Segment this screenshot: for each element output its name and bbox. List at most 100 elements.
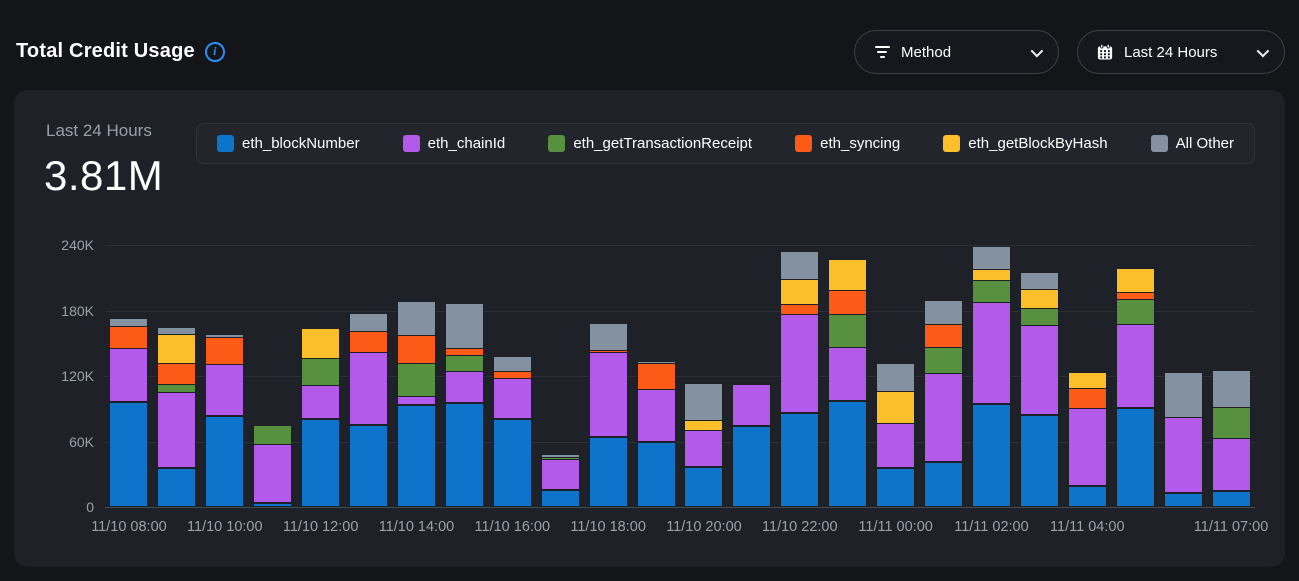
bar-11-10-08-00[interactable] (109, 319, 149, 507)
bar-segment-all-other[interactable] (684, 383, 724, 421)
bar-segment-eth_blocknumber[interactable] (636, 441, 676, 507)
time-range-dropdown[interactable]: Last 24 Hours (1077, 30, 1285, 74)
bar-segment-eth_syncing[interactable] (349, 332, 389, 354)
bar-segment-all-other[interactable] (205, 334, 245, 338)
legend-item-eth_chainid[interactable]: eth_chainId (402, 135, 505, 152)
bar-segment-eth_gettransactionreceipt[interactable] (971, 281, 1011, 303)
bar-11-11-01-00[interactable] (924, 300, 964, 507)
bar-11-11-05-00[interactable] (1115, 269, 1155, 507)
bar-segment-eth_gettransactionreceipt[interactable] (540, 457, 580, 461)
bar-11-10-17-00[interactable] (540, 454, 580, 507)
bar-segment-all-other[interactable] (157, 328, 197, 335)
bar-11-10-12-00[interactable] (301, 329, 341, 507)
bar-segment-eth_syncing[interactable] (828, 290, 868, 315)
bar-11-11-03-00[interactable] (1019, 273, 1059, 507)
bar-segment-eth_blocknumber[interactable] (780, 413, 820, 507)
bar-segment-eth_chainid[interactable] (1019, 325, 1059, 416)
bar-segment-eth_syncing[interactable] (157, 364, 197, 385)
bar-11-11-04-00[interactable] (1067, 372, 1107, 507)
bar-segment-eth_blocknumber[interactable] (1019, 415, 1059, 507)
bar-segment-eth_syncing[interactable] (396, 335, 436, 365)
bar-segment-eth_gettransactionreceipt[interactable] (924, 347, 964, 374)
bar-segment-eth_chainid[interactable] (828, 347, 868, 402)
bar-segment-eth_getblockbyhash[interactable] (780, 279, 820, 306)
bar-segment-eth_chainid[interactable] (301, 385, 341, 419)
bar-segment-all-other[interactable] (636, 361, 676, 365)
bar-segment-eth_syncing[interactable] (588, 350, 628, 354)
bar-segment-eth_chainid[interactable] (971, 302, 1011, 405)
bar-segment-eth_blocknumber[interactable] (540, 489, 580, 507)
bar-segment-all-other[interactable] (492, 357, 532, 372)
bar-segment-eth_blocknumber[interactable] (157, 467, 197, 507)
bar-segment-eth_blocknumber[interactable] (253, 502, 293, 507)
bar-11-10-18-00[interactable] (588, 323, 628, 507)
bar-segment-eth_blocknumber[interactable] (684, 466, 724, 507)
bar-11-10-14-00[interactable] (396, 301, 436, 507)
bar-segment-eth_syncing[interactable] (205, 337, 245, 366)
bar-11-11-02-00[interactable] (971, 247, 1011, 507)
bar-segment-all-other[interactable] (396, 301, 436, 336)
bar-segment-eth_chainid[interactable] (1163, 417, 1203, 493)
bar-segment-eth_chainid[interactable] (636, 390, 676, 442)
bar-segment-eth_gettransactionreceipt[interactable] (732, 383, 772, 385)
bar-segment-eth_chainid[interactable] (349, 353, 389, 426)
bar-segment-eth_blocknumber[interactable] (1163, 492, 1203, 507)
bar-segment-eth_chainid[interactable] (109, 348, 149, 403)
bar-segment-eth_blocknumber[interactable] (1115, 407, 1155, 507)
bar-segment-eth_chainid[interactable] (876, 424, 916, 468)
bar-segment-eth_syncing[interactable] (780, 305, 820, 315)
bar-segment-eth_getblockbyhash[interactable] (828, 260, 868, 291)
bar-segment-eth_blocknumber[interactable] (971, 404, 1011, 507)
bar-segment-all-other[interactable] (876, 364, 916, 393)
bar-segment-eth_blocknumber[interactable] (349, 425, 389, 507)
bar-segment-eth_syncing[interactable] (1067, 389, 1107, 409)
bar-11-10-09-00[interactable] (157, 328, 197, 507)
bar-segment-eth_chainid[interactable] (540, 460, 580, 490)
bar-segment-eth_chainid[interactable] (205, 365, 245, 417)
bar-segment-all-other[interactable] (1019, 273, 1059, 290)
bar-segment-eth_gettransactionreceipt[interactable] (1211, 407, 1251, 440)
bar-11-10-21-00[interactable] (732, 383, 772, 507)
method-filter-dropdown[interactable]: Method (854, 30, 1059, 74)
bar-segment-all-other[interactable] (349, 313, 389, 333)
bar-segment-eth_chainid[interactable] (157, 393, 197, 468)
bar-segment-eth_getblockbyhash[interactable] (301, 329, 341, 359)
bar-segment-eth_getblockbyhash[interactable] (157, 334, 197, 365)
bar-segment-eth_syncing[interactable] (492, 371, 532, 380)
bar-segment-eth_chainid[interactable] (732, 384, 772, 427)
bar-segment-eth_gettransactionreceipt[interactable] (396, 364, 436, 397)
bar-11-10-13-00[interactable] (349, 313, 389, 507)
bar-segment-eth_blocknumber[interactable] (924, 462, 964, 507)
bar-segment-eth_chainid[interactable] (1115, 324, 1155, 408)
bar-segment-eth_chainid[interactable] (492, 379, 532, 419)
bar-segment-eth_getblockbyhash[interactable] (1019, 289, 1059, 310)
bar-segment-eth_syncing[interactable] (444, 348, 484, 357)
bar-segment-eth_gettransactionreceipt[interactable] (828, 314, 868, 348)
bar-segment-eth_syncing[interactable] (1115, 293, 1155, 300)
bar-11-11-00-00[interactable] (876, 364, 916, 507)
bar-segment-eth_gettransactionreceipt[interactable] (1115, 299, 1155, 325)
bar-segment-all-other[interactable] (588, 323, 628, 351)
bar-11-10-22-00[interactable] (780, 251, 820, 507)
bar-segment-eth_blocknumber[interactable] (396, 405, 436, 507)
bar-segment-eth_chainid[interactable] (1211, 439, 1251, 491)
legend-item-eth_blocknumber[interactable]: eth_blockNumber (217, 135, 360, 152)
bar-segment-eth_gettransactionreceipt[interactable] (157, 384, 197, 394)
bar-segment-eth_getblockbyhash[interactable] (971, 270, 1011, 282)
bar-11-10-15-00[interactable] (444, 303, 484, 507)
bar-11-10-23-00[interactable] (828, 260, 868, 507)
bar-segment-eth_chainid[interactable] (444, 371, 484, 404)
legend-item-eth_syncing[interactable]: eth_syncing (795, 135, 900, 152)
bar-segment-eth_getblockbyhash[interactable] (876, 392, 916, 425)
bar-segment-eth_chainid[interactable] (588, 353, 628, 438)
bar-segment-eth_blocknumber[interactable] (205, 416, 245, 507)
bar-segment-eth_getblockbyhash[interactable] (684, 420, 724, 431)
bar-segment-all-other[interactable] (1211, 370, 1251, 408)
bar-segment-eth_blocknumber[interactable] (588, 437, 628, 507)
bar-segment-eth_blocknumber[interactable] (301, 418, 341, 507)
legend-item-all-other[interactable]: All Other (1150, 135, 1234, 152)
bar-segment-eth_syncing[interactable] (636, 364, 676, 391)
bar-segment-eth_getblockbyhash[interactable] (1115, 269, 1155, 294)
bar-segment-eth_chainid[interactable] (780, 314, 820, 414)
bar-segment-all-other[interactable] (444, 303, 484, 349)
